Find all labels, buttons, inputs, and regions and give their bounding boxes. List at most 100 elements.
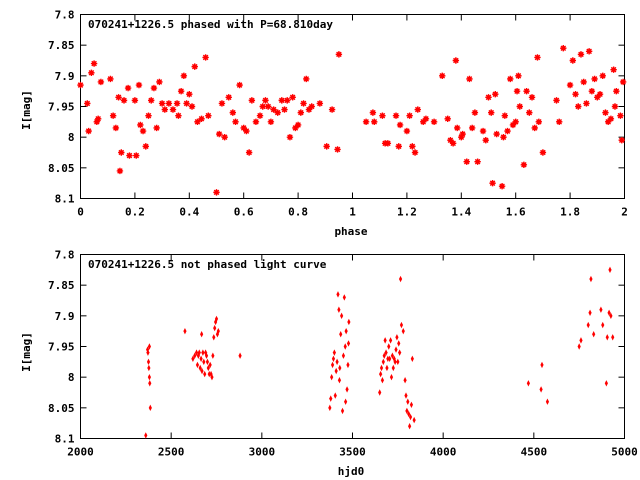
data-point [613,87,620,95]
data-point [97,78,105,86]
data-point [406,398,410,405]
data-point [528,94,536,101]
data-point [169,106,177,113]
data-point [566,81,574,89]
data-point [388,355,392,362]
data-point [605,334,609,341]
data-point [409,401,414,408]
data-point [205,358,210,366]
data-point [569,57,577,64]
data-point [380,377,385,384]
data-point [387,343,391,350]
data-point [611,334,615,341]
data-point [331,355,336,362]
x-tick-label: 5000 [611,446,638,459]
data-point [607,309,611,316]
data-point [232,118,239,126]
data-point [148,97,155,104]
data-point [379,112,386,119]
data-point [248,97,256,104]
data-point [501,112,509,119]
data-point [609,312,613,320]
data-point [200,367,204,375]
data-point [229,109,237,116]
data-point [489,179,496,187]
data-point [539,149,547,156]
data-point [395,334,399,341]
data-points [144,266,615,439]
data-point [545,398,550,405]
data-point [540,361,544,369]
data-point [210,373,214,381]
data-point [340,312,344,320]
data-point [526,109,533,116]
y-tick-label: 7.8 [55,249,75,262]
data-point [439,72,446,80]
data-point [526,380,530,387]
data-point [585,48,593,55]
data-point [512,118,519,126]
data-point [84,100,91,107]
data-point [344,327,348,335]
y-tick-label: 8 [68,371,75,384]
data-point [186,91,193,98]
data-point [144,432,148,439]
data-point [77,81,84,89]
y-tick-label: 7.85 [48,279,75,292]
data-point [386,355,390,362]
data-point [147,373,152,381]
y-tick-label: 8.05 [48,162,75,175]
y-tick-label: 7.85 [48,39,75,52]
data-point [139,127,147,135]
data-point [345,386,349,393]
data-point [213,324,217,332]
data-point [289,94,296,101]
data-point [339,331,343,338]
data-point [404,392,408,399]
data-point [173,100,181,107]
data-point [410,355,414,362]
data-point [137,121,144,129]
data-point [449,140,457,147]
x-tick-label: 0.8 [288,206,308,219]
data-point [488,109,495,116]
data-point [156,78,163,86]
data-point [328,404,332,412]
data-point [586,321,590,329]
data-point [414,106,421,113]
data-point [406,112,413,119]
data-point [589,275,593,283]
data-point [252,118,260,126]
y-tick-label: 8 [68,131,75,144]
x-tick-label: 1.6 [506,206,526,219]
data-point [264,103,272,110]
data-point [214,315,219,323]
data-point [468,124,476,132]
data-point [330,361,335,369]
data-point [422,115,430,122]
data-point [245,149,253,156]
data-point [591,75,598,83]
data-point [259,103,266,110]
data-point [579,337,583,344]
data-point [592,331,596,338]
data-point [493,130,500,138]
data-point [408,423,412,430]
data-point [382,352,386,359]
data-point [274,109,281,116]
x-tick-label: 3500 [339,446,366,459]
data-point [577,343,581,350]
data-point [407,410,411,418]
data-point [362,118,370,126]
data-point [150,84,158,92]
data-point [384,140,392,147]
data-point [225,94,232,101]
data-point [135,81,143,89]
data-point [553,97,560,104]
data-point [236,81,243,89]
data-point [398,275,403,283]
data-point [500,133,507,141]
y-axis-label: I[mag] [20,332,33,372]
data-point [343,343,347,350]
data-point [504,127,511,135]
